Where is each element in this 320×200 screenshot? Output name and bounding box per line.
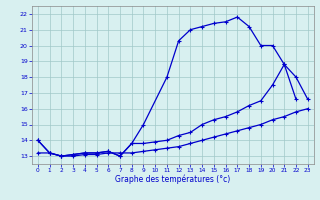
X-axis label: Graphe des températures (°c): Graphe des températures (°c) <box>115 175 230 184</box>
